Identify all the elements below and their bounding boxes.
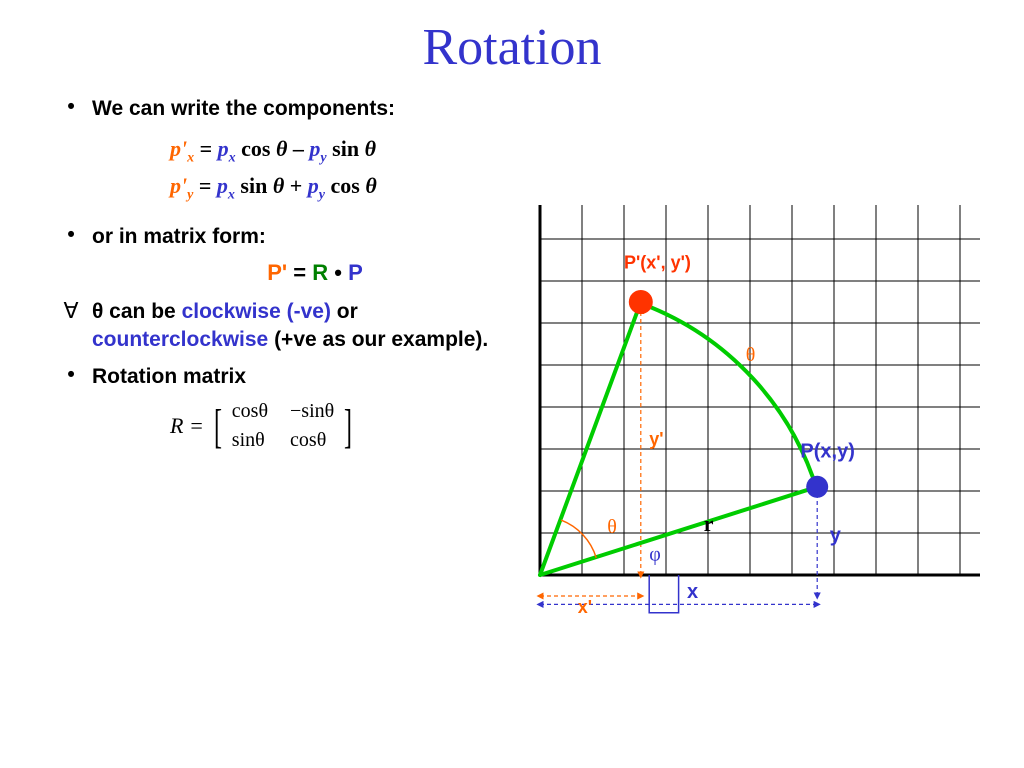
bullet-4-text: Rotation matrix	[92, 363, 510, 390]
svg-text:x': x'	[578, 597, 592, 617]
bullet-2-text: or in matrix form:	[92, 223, 510, 250]
bullet-2: • or in matrix form:	[50, 223, 510, 250]
svg-text:θ: θ	[746, 344, 756, 366]
svg-text:y': y'	[649, 429, 663, 449]
svg-text:P(x,y): P(x,y)	[800, 440, 854, 462]
matrix-form-equation: P' = R • P	[120, 260, 510, 286]
svg-text:y: y	[830, 524, 842, 546]
svg-text:P'(x', y'): P'(x', y')	[624, 252, 691, 272]
bullet-3-text: θ can be clockwise (-ve) or counterclock…	[92, 298, 510, 353]
rotation-diagram: P'(x', y') P(x,y) θ θ φ r y' x' x y	[510, 205, 980, 645]
bullet-1: • We can write the components:	[50, 95, 510, 122]
page-title: Rotation	[0, 0, 1024, 81]
svg-text:x: x	[687, 581, 698, 603]
equation-line-1: p'x = px cos θ – py sin θ p'y = px sin θ…	[170, 132, 510, 205]
content-area: • We can write the components: p'x = px …	[50, 95, 510, 452]
rotation-matrix-definition: R = [ cosθ−sinθ sinθcosθ ]	[170, 400, 510, 452]
svg-text:φ: φ	[649, 543, 661, 565]
bullet-4: • Rotation matrix	[50, 363, 510, 390]
bullet-1-text: We can write the components:	[92, 95, 510, 122]
svg-text:r: r	[704, 511, 714, 536]
svg-text:θ: θ	[607, 516, 617, 538]
bullet-3: ∀ θ can be clockwise (-ve) or counterclo…	[50, 298, 510, 353]
